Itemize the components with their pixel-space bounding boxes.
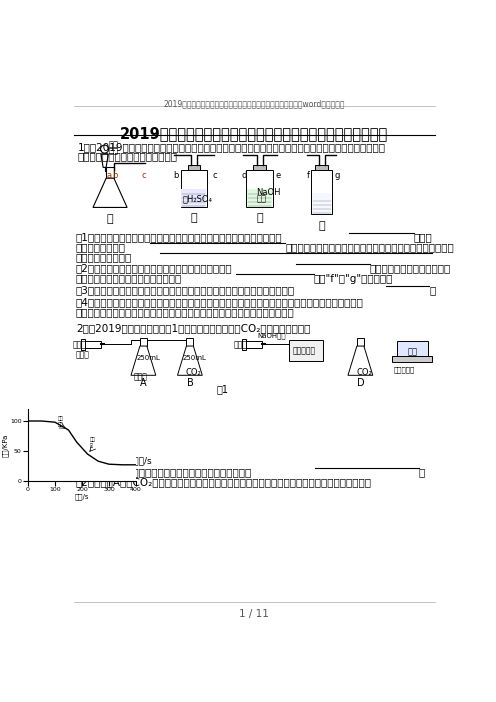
Text: 1 / 11: 1 / 11 xyxy=(239,609,269,619)
Text: a: a xyxy=(106,171,111,180)
Bar xyxy=(289,340,323,362)
Bar xyxy=(242,339,247,350)
Text: 2019年河南省中考化学模拟试题专题汇编《实验和科学探究题》: 2019年河南省中考化学模拟试题专题汇编《实验和科学探究题》 xyxy=(120,126,388,142)
Text: 乙: 乙 xyxy=(190,213,197,223)
Text: D: D xyxy=(357,378,364,388)
Text: 排气
法: 排气 法 xyxy=(90,437,96,448)
Text: 漏斗: 漏斗 xyxy=(109,147,119,156)
Text: 分液: 分液 xyxy=(109,140,119,150)
Text: 逐滴滴加，其优点是: 逐滴滴加，其优点是 xyxy=(76,252,132,262)
Text: b: b xyxy=(173,171,178,180)
Text: 溶液: 溶液 xyxy=(256,194,266,204)
Text: 分液漏斗可以向锥形瓶中滴加液体。: 分液漏斗可以向锥形瓶中滴加液体。 xyxy=(77,151,178,161)
Text: （2）用装置A制取CO₂气体，并分别用排水法和排空气法收集两锥形瓶气体备用，其中用排空气法收集: （2）用装置A制取CO₂气体，并分别用排水法和排空气法收集两锥形瓶气体备用，其中… xyxy=(76,477,372,487)
Bar xyxy=(397,341,428,357)
Bar xyxy=(187,165,200,171)
Text: 甲: 甲 xyxy=(107,213,114,224)
Bar xyxy=(253,165,266,171)
Text: d: d xyxy=(242,171,247,180)
Y-axis label: 压强/KPa: 压强/KPa xyxy=(2,433,9,457)
Polygon shape xyxy=(131,346,156,376)
Text: NaOH溶液: NaOH溶液 xyxy=(257,332,286,339)
Text: 注射器: 注射器 xyxy=(234,340,248,350)
Text: （3）可用过滤的方法回收二氧化锰，过滤所用的玻璃仪器除漏斗外还需要用到: （3）可用过滤的方法回收二氧化锰，过滤所用的玻璃仪器除漏斗外还需要用到 xyxy=(76,285,295,296)
Text: 试剂来检验所制的气体是否为二氧化碳？并由此检测时发生反应的化学方程式：: 试剂来检验所制的气体是否为二氧化碳？并由此检测时发生反应的化学方程式： xyxy=(76,307,295,317)
Text: b: b xyxy=(113,171,118,180)
Text: 注射器: 注射器 xyxy=(73,340,87,350)
Bar xyxy=(247,189,272,206)
Bar xyxy=(80,339,85,350)
Text: 数据采集器: 数据采集器 xyxy=(394,366,415,373)
Text: 浓H₂SO₄: 浓H₂SO₄ xyxy=(183,194,213,204)
Text: （填"f"或"g"）口进入。: （填"f"或"g"）口进入。 xyxy=(314,274,393,284)
Text: 时间/s: 时间/s xyxy=(116,456,152,465)
Bar xyxy=(247,341,262,348)
Text: CO₂: CO₂ xyxy=(357,368,372,376)
Bar xyxy=(140,338,147,346)
Bar xyxy=(357,338,364,346)
Bar xyxy=(181,171,207,207)
Bar xyxy=(182,189,206,206)
Text: （1）制取氧气时，在甲的锥形瓶中放入二氧化锰，在分液漏斗中加入的是: （1）制取氧气时，在甲的锥形瓶中放入二氧化锰，在分液漏斗中加入的是 xyxy=(76,232,283,242)
Text: c: c xyxy=(212,171,217,180)
Text: 应的化学方程式为: 应的化学方程式为 xyxy=(76,242,126,252)
Bar xyxy=(85,341,101,348)
Text: B: B xyxy=(186,378,193,388)
Bar xyxy=(186,338,193,346)
Text: NaOH: NaOH xyxy=(256,188,281,197)
Text: ，该反: ，该反 xyxy=(414,232,433,242)
Text: e: e xyxy=(275,171,280,180)
Polygon shape xyxy=(93,178,127,207)
Text: 排水
气泡: 排水 气泡 xyxy=(58,416,63,427)
X-axis label: 时间/s: 时间/s xyxy=(75,494,89,501)
Text: ；液体反应物不是一次性加入到锥形瓶中，而是通过分液漏斗: ；液体反应物不是一次性加入到锥形瓶中，而是通过分液漏斗 xyxy=(285,242,454,252)
Text: 2、（2019郑州市二模）如图1是利用数字化仪器测量CO₂含量的探究实验。: 2、（2019郑州市二模）如图1是利用数字化仪器测量CO₂含量的探究实验。 xyxy=(76,323,310,333)
Text: 图1: 图1 xyxy=(217,384,229,394)
Bar xyxy=(247,171,273,207)
Text: 2019年河南省中考化学模拟考试试题专题汇编《科学探究题》（word版有答案）: 2019年河南省中考化学模拟考试试题专题汇编《科学探究题》（word版有答案） xyxy=(164,100,345,109)
Text: （填导管口的字母）。若将丁: （填导管口的字母）。若将丁 xyxy=(370,264,451,274)
Text: 装置装满水来收集氧气，此时氧气应从: 装置装满水来收集氧气，此时氧气应从 xyxy=(76,274,182,284)
Bar xyxy=(311,171,332,214)
Text: c: c xyxy=(141,171,146,180)
Text: 电脑: 电脑 xyxy=(407,347,417,357)
Text: 。: 。 xyxy=(419,467,425,477)
Bar xyxy=(106,167,114,178)
Bar xyxy=(312,192,331,213)
Polygon shape xyxy=(101,154,108,167)
Bar xyxy=(392,356,433,362)
Text: 。: 。 xyxy=(430,285,435,296)
Text: 丙: 丙 xyxy=(256,213,263,223)
Text: f: f xyxy=(307,171,310,180)
Text: 压力传感器: 压力传感器 xyxy=(292,346,315,355)
Text: 图2: 图2 xyxy=(99,456,110,465)
Text: g: g xyxy=(335,171,340,180)
Text: （4）在装置丙的分液漏斗中加入盐酸，锥形瓶中放入石灰石可以用来制取二氧化碳，通常可以选用什么: （4）在装置丙的分液漏斗中加入盐酸，锥形瓶中放入石灰石可以用来制取二氧化碳，通常… xyxy=(76,297,364,307)
Polygon shape xyxy=(178,346,202,376)
Text: （1）按照图A所示连接实验装置，检查该装置气密性的方法是: （1）按照图A所示连接实验装置，检查该装置气密性的方法是 xyxy=(76,467,252,477)
Text: 250mL: 250mL xyxy=(136,355,160,362)
Text: （2）制取并收集干燥的氧气时，装置的正确连接顺序是: （2）制取并收集干燥的氧气时，装置的正确连接顺序是 xyxy=(76,264,233,274)
Text: A: A xyxy=(140,378,147,388)
Polygon shape xyxy=(348,346,373,376)
Bar xyxy=(315,165,328,171)
Text: 250mL: 250mL xyxy=(183,355,207,362)
Text: CO₂: CO₂ xyxy=(186,368,202,376)
Text: 1、（2019河南省四模）在实验室中可用如图所示装置来制取气体，甲是实验室常用的气体发生装置，通过: 1、（2019河南省四模）在实验室中可用如图所示装置来制取气体，甲是实验室常用的… xyxy=(77,142,385,152)
Text: 稀盐酸: 稀盐酸 xyxy=(76,350,90,359)
Text: 丁: 丁 xyxy=(318,220,325,230)
Text: 石灰石: 石灰石 xyxy=(134,372,148,381)
